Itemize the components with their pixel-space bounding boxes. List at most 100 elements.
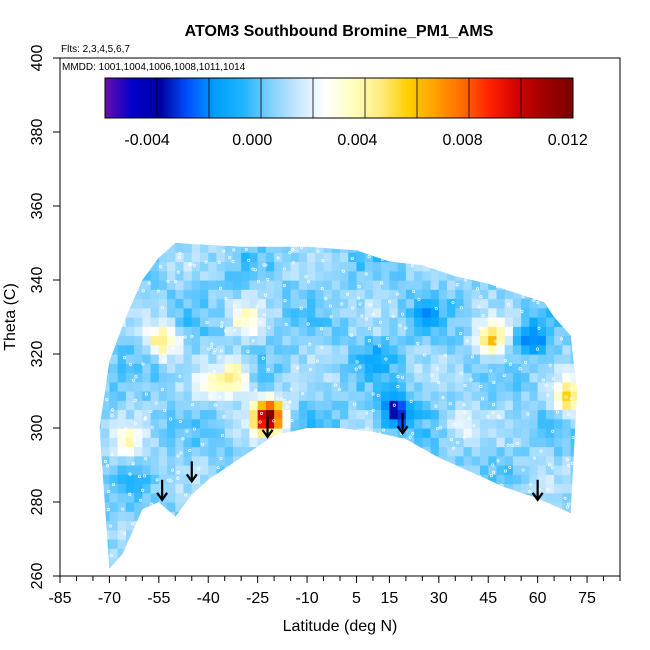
sample-point	[338, 387, 342, 392]
sample-point	[503, 246, 507, 250]
heat-cell	[340, 511, 349, 522]
heat-cell	[150, 409, 160, 420]
heat-cell	[68, 511, 77, 521]
heat-cell	[216, 280, 226, 290]
heat-cell	[249, 270, 259, 281]
heat-cell	[579, 252, 588, 262]
colorbar-swatch	[231, 78, 235, 118]
heat-cell	[167, 548, 176, 559]
heat-cell	[496, 381, 506, 392]
heat-cell	[99, 307, 102, 318]
heat-cell	[570, 381, 578, 392]
sample-point	[385, 336, 389, 340]
heat-cell	[68, 262, 77, 272]
heat-cell	[579, 317, 588, 327]
heat-cell	[397, 511, 407, 522]
heat-cell	[414, 317, 423, 327]
heat-cell	[447, 502, 456, 512]
heat-cell	[570, 261, 578, 272]
heat-cell	[307, 492, 316, 503]
heat-cell	[241, 446, 251, 457]
heat-cell	[414, 307, 423, 318]
heat-cell	[398, 225, 407, 235]
heat-cell	[447, 307, 456, 318]
heat-cell	[68, 419, 77, 429]
heat-cell	[158, 363, 168, 374]
sample-point	[258, 320, 262, 324]
heat-cell	[93, 225, 102, 235]
heat-cell	[216, 566, 226, 569]
y-tick-label: 380	[29, 119, 46, 146]
heat-cell	[595, 410, 604, 420]
heat-cell	[348, 483, 358, 494]
heat-cell	[529, 252, 539, 263]
heat-cell	[323, 502, 333, 512]
heat-cell	[438, 502, 448, 512]
heat-cell	[175, 474, 185, 485]
heat-cell	[241, 474, 251, 485]
heat-cell	[265, 400, 275, 411]
heat-cell	[134, 502, 143, 512]
heat-cell	[340, 465, 349, 475]
heat-cell	[307, 511, 316, 522]
heat-cell	[505, 215, 514, 225]
heat-cell	[232, 261, 242, 272]
sample-point	[109, 342, 113, 347]
heat-cell	[455, 557, 465, 568]
heat-cell	[183, 409, 193, 420]
heat-cell	[439, 215, 448, 225]
heat-cell	[389, 409, 399, 420]
heat-cell	[389, 511, 399, 522]
heat-cell	[579, 548, 588, 558]
colorbar-swatch	[322, 78, 326, 118]
sample-point	[313, 442, 317, 446]
heat-cell	[117, 252, 127, 263]
heat-cell	[109, 465, 119, 475]
heat-cell	[612, 243, 621, 253]
sample-point	[263, 293, 267, 297]
heat-cell	[471, 354, 481, 364]
heat-cell	[85, 484, 94, 494]
heat-cell	[134, 317, 143, 327]
heat-cell	[282, 243, 292, 253]
heat-cell	[340, 335, 349, 346]
heat-cell	[512, 317, 522, 327]
sample-point	[178, 419, 182, 424]
heat-cell	[125, 280, 135, 290]
heat-cell	[191, 428, 201, 438]
heat-cell	[414, 483, 423, 494]
heat-cell	[496, 298, 506, 309]
heat-cell	[265, 529, 275, 540]
heat-cell	[158, 400, 168, 411]
sample-point	[128, 492, 132, 496]
heat-cell	[274, 243, 283, 253]
heat-cell	[101, 381, 111, 392]
heat-cell	[68, 225, 77, 235]
heat-cell	[60, 289, 69, 299]
heat-cell	[274, 215, 283, 225]
colorbar-swatch	[376, 78, 380, 118]
heat-cell	[85, 456, 94, 466]
heat-cell	[554, 511, 563, 522]
sample-point	[188, 448, 192, 453]
heat-cell	[463, 437, 473, 448]
heat-cell	[438, 243, 448, 244]
heat-cell	[430, 483, 440, 494]
heat-cell	[324, 215, 333, 225]
heat-cell	[472, 206, 481, 216]
heat-cell	[488, 492, 498, 503]
heat-cell	[298, 474, 308, 485]
heat-cell	[512, 243, 522, 253]
heat-cell	[332, 225, 341, 235]
heat-cell	[85, 363, 94, 373]
heat-cell	[60, 382, 69, 392]
heat-cell	[463, 298, 473, 309]
heat-cell	[315, 307, 325, 318]
colorbar-swatch	[402, 78, 406, 118]
heat-cell	[183, 317, 193, 327]
colorbar-swatch	[285, 78, 289, 118]
heat-cell	[340, 428, 349, 438]
heat-cell	[612, 225, 621, 235]
heat-cell	[538, 215, 547, 225]
heat-cell	[537, 261, 547, 272]
